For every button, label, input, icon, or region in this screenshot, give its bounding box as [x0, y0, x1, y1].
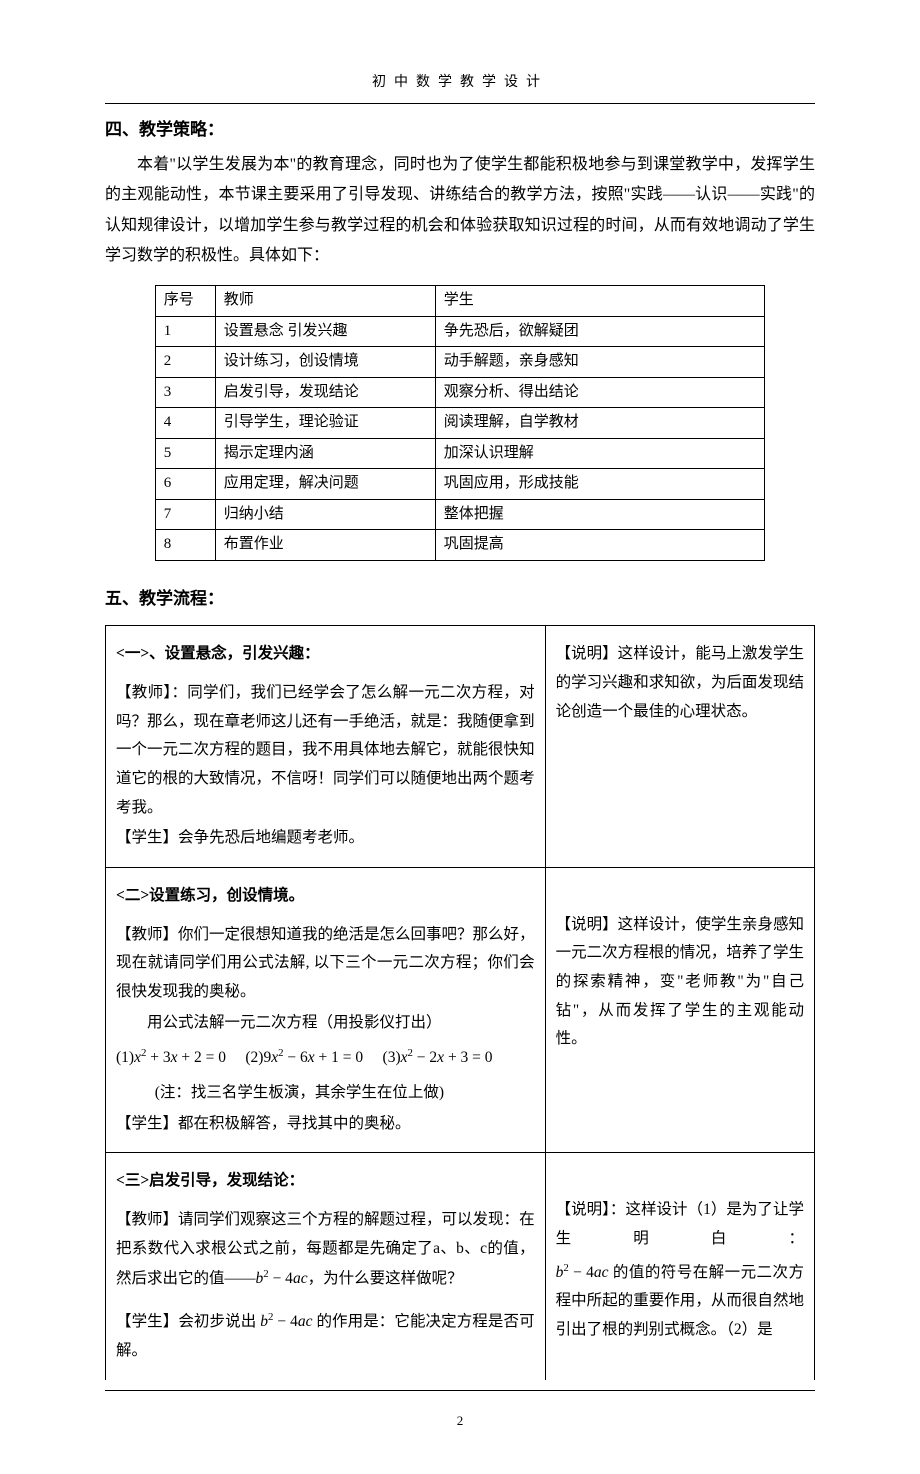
cell: 1 — [155, 316, 215, 347]
footer-rule — [105, 1390, 815, 1391]
table-row: 2设计练习，创设情境动手解题，亲身感知 — [155, 347, 765, 378]
flow-row: <一>、设置悬念，引发兴趣： 【教师】：同学们，我们已经学会了怎么解一元二次方程… — [106, 626, 815, 868]
page-number: 2 — [105, 1409, 815, 1434]
flow-right-cell: 【说明】：这样设计（1）是为了让学生明白： b2 − 4ac 的值的符号在解一元… — [545, 1153, 814, 1380]
cell: 应用定理，解决问题 — [215, 469, 435, 500]
eq1-label: (1) — [116, 1049, 134, 1066]
section5-title: 五、教学流程： — [105, 583, 815, 615]
table-row: 3启发引导，发现结论观察分析、得出结论 — [155, 377, 765, 408]
cell: 揭示定理内涵 — [215, 438, 435, 469]
table-row: 1设置悬念 引发兴趣争先恐后，欲解疑团 — [155, 316, 765, 347]
flow-teacher-2: 【教师】你们一定很想知道我的绝活是怎么回事吧？那么好，现在就请同学们用公式法解,… — [116, 921, 535, 1007]
r3-line1: 【说明】：这样设计（1）是为了让学生明白： — [556, 1196, 804, 1253]
cell: 巩固提高 — [435, 530, 765, 561]
flow-explain-1: 【说明】这样设计，能马上激发学生的学习兴趣和求知欲，为后面发现结论创造一个最佳的… — [556, 640, 804, 726]
flow-student-2: 【学生】都在积极解答，寻找其中的奥秘。 — [116, 1110, 535, 1139]
flow-teacher-3: 【教师】请同学们观察这三个方程的解题过程，可以发现：在把系数代入求根公式之前，每… — [116, 1206, 535, 1293]
cell: 巩固应用，形成技能 — [435, 469, 765, 500]
flow-row: <三>启发引导，发现结论： 【教师】请同学们观察这三个方程的解题过程，可以发现：… — [106, 1153, 815, 1380]
cell: 加深认识理解 — [435, 438, 765, 469]
table-row: 序号 教师 学生 — [155, 286, 765, 317]
flow-math-intro: 用公式法解一元二次方程（用投影仪打出） — [116, 1009, 535, 1038]
cell: 4 — [155, 408, 215, 439]
flow-student-3: 【学生】会初步说出 b2 − 4ac 的作用是：它能决定方程是否可解。 — [116, 1307, 535, 1366]
cell: 7 — [155, 499, 215, 530]
cell: 动手解题，亲身感知 — [435, 347, 765, 378]
eq2-label: (2) — [245, 1049, 263, 1066]
cell: 2 — [155, 347, 215, 378]
flow-subtitle-3: <三>启发引导，发现结论： — [116, 1167, 535, 1196]
section4-para: 本着"以学生发展为本"的教育理念，同时也为了使学生都能积极地参与到课堂教学中，发… — [105, 150, 815, 272]
cell: 争先恐后，欲解疑团 — [435, 316, 765, 347]
cell: 6 — [155, 469, 215, 500]
section4-title: 四、教学策略： — [105, 114, 815, 146]
flow-left-cell: <一>、设置悬念，引发兴趣： 【教师】：同学们，我们已经学会了怎么解一元二次方程… — [106, 626, 546, 868]
cell: 整体把握 — [435, 499, 765, 530]
flow-table: <一>、设置悬念，引发兴趣： 【教师】：同学们，我们已经学会了怎么解一元二次方程… — [105, 625, 815, 1380]
cell: 观察分析、得出结论 — [435, 377, 765, 408]
flow-left-cell: <二>设置练习，创设情境。 【教师】你们一定很想知道我的绝活是怎么回事吧？那么好… — [106, 867, 546, 1153]
table-row: 6应用定理，解决问题巩固应用，形成技能 — [155, 469, 765, 500]
col-header-student: 学生 — [435, 286, 765, 317]
flow-teacher-1: 【教师】：同学们，我们已经学会了怎么解一元二次方程，对吗？那么，现在章老师这儿还… — [116, 679, 535, 822]
header-rule — [105, 103, 815, 104]
col-header-teacher: 教师 — [215, 286, 435, 317]
t3-suffix: ，为什么要这样做呢？ — [308, 1270, 463, 1287]
page-header: 初中数学教学设计 — [105, 70, 815, 97]
cell: 阅读理解，自学教材 — [435, 408, 765, 439]
flow-row: <二>设置练习，创设情境。 【教师】你们一定很想知道我的绝活是怎么回事吧？那么好… — [106, 867, 815, 1153]
s3-prefix: 【学生】会初步说出 — [116, 1313, 260, 1330]
cell: 启发引导，发现结论 — [215, 377, 435, 408]
table-row: 4引导学生，理论验证阅读理解，自学教材 — [155, 408, 765, 439]
col-header-num: 序号 — [155, 286, 215, 317]
flow-left-cell: <三>启发引导，发现结论： 【教师】请同学们观察这三个方程的解题过程，可以发现：… — [106, 1153, 546, 1380]
flow-subtitle-2: <二>设置练习，创设情境。 — [116, 882, 535, 911]
cell: 引导学生，理论验证 — [215, 408, 435, 439]
flow-right-cell: 【说明】这样设计，使学生亲身感知一元二次方程根的情况，培养了学生的探索精神，变"… — [545, 867, 814, 1153]
cell: 3 — [155, 377, 215, 408]
flow-explain-3: 【说明】：这样设计（1）是为了让学生明白： b2 − 4ac 的值的符号在解一元… — [556, 1196, 804, 1349]
cell: 8 — [155, 530, 215, 561]
table-row: 8布置作业巩固提高 — [155, 530, 765, 561]
table-row: 7归纳小结整体把握 — [155, 499, 765, 530]
equation-line: (1)x2 + 3x + 2 = 0 (2)9x2 − 6x + 1 = 0 (… — [116, 1039, 535, 1077]
strategy-table: 序号 教师 学生 1设置悬念 引发兴趣争先恐后，欲解疑团 2设计练习，创设情境动… — [155, 285, 766, 561]
eq3-label: (3) — [383, 1049, 401, 1066]
cell: 5 — [155, 438, 215, 469]
cell: 设置悬念 引发兴趣 — [215, 316, 435, 347]
cell: 归纳小结 — [215, 499, 435, 530]
table-row: 5揭示定理内涵加深认识理解 — [155, 438, 765, 469]
flow-right-cell: 【说明】这样设计，能马上激发学生的学习兴趣和求知欲，为后面发现结论创造一个最佳的… — [545, 626, 814, 868]
flow-note: (注：找三名学生板演，其余学生在位上做) — [116, 1079, 535, 1108]
header-title: 初中数学教学设计 — [372, 75, 548, 90]
flow-explain-2: 【说明】这样设计，使学生亲身感知一元二次方程根的情况，培养了学生的探索精神，变"… — [556, 911, 804, 1054]
eq1: x — [134, 1049, 141, 1066]
flow-subtitle-1: <一>、设置悬念，引发兴趣： — [116, 640, 535, 669]
flow-student-1: 【学生】会争先恐后地编题考老师。 — [116, 824, 535, 853]
cell: 布置作业 — [215, 530, 435, 561]
cell: 设计练习，创设情境 — [215, 347, 435, 378]
